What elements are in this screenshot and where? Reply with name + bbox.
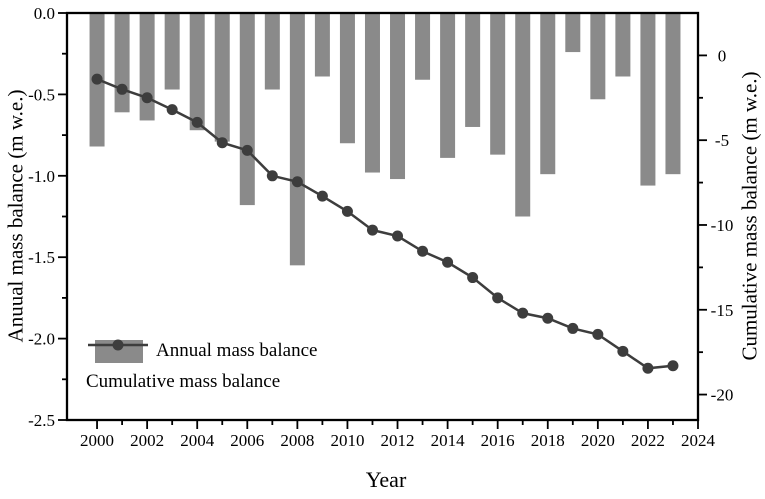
point-2023 bbox=[667, 360, 679, 372]
legend-item-cumulative: Cumulative mass balance bbox=[86, 339, 317, 395]
x-tick-label: 2018 bbox=[531, 431, 565, 450]
x-tick-label: 2012 bbox=[381, 431, 415, 450]
bar-2019 bbox=[565, 13, 581, 53]
x-tick-label: 2010 bbox=[330, 431, 364, 450]
x-tick-label: 2014 bbox=[431, 431, 466, 450]
bar-2014 bbox=[440, 13, 456, 158]
point-2011 bbox=[366, 224, 378, 236]
x-axis-title: Year bbox=[365, 467, 407, 492]
left-tick-label: -2.5 bbox=[28, 411, 55, 430]
x-tick-label: 2016 bbox=[481, 431, 515, 450]
point-2019 bbox=[567, 322, 579, 334]
point-2022 bbox=[642, 362, 654, 374]
right-tick-label: -5 bbox=[715, 131, 729, 150]
bar-2005 bbox=[214, 13, 230, 142]
bar-2004 bbox=[189, 13, 205, 131]
bar-2012 bbox=[390, 13, 406, 180]
point-2016 bbox=[492, 292, 504, 304]
point-2004 bbox=[191, 116, 203, 128]
bar-2017 bbox=[515, 13, 531, 217]
annual-bars bbox=[89, 13, 681, 266]
right-axis-title: Cumulative mass balance (m w.e.) bbox=[737, 71, 762, 361]
bar-2018 bbox=[540, 13, 556, 175]
bar-2001 bbox=[114, 13, 130, 113]
right-tick-label: -15 bbox=[711, 301, 734, 320]
point-2008 bbox=[291, 176, 303, 188]
point-2010 bbox=[341, 205, 353, 217]
right-axis-ticks: 0 -5 -10 -15 -20 bbox=[698, 46, 734, 405]
point-2006 bbox=[241, 144, 253, 156]
x-tick-label: 2024 bbox=[681, 431, 716, 450]
bar-2022 bbox=[640, 13, 656, 186]
legend-line-swatch bbox=[88, 339, 148, 351]
left-tick-label: 0.0 bbox=[34, 4, 55, 23]
bar-2023 bbox=[665, 13, 681, 175]
point-2012 bbox=[392, 230, 404, 242]
legend: Annual mass balance Cumulative mass bala… bbox=[86, 338, 317, 395]
left-axis-title: Anuual mass balance (m w.e.) bbox=[3, 89, 28, 343]
point-2018 bbox=[542, 312, 554, 324]
bar-2003 bbox=[164, 13, 180, 90]
bar-2011 bbox=[364, 13, 380, 173]
x-tick-label: 2020 bbox=[581, 431, 615, 450]
point-2014 bbox=[442, 256, 454, 268]
point-2021 bbox=[617, 345, 629, 357]
point-2020 bbox=[592, 328, 604, 340]
right-tick-label: -20 bbox=[711, 386, 734, 405]
bar-2015 bbox=[465, 13, 481, 127]
bar-2016 bbox=[490, 13, 506, 155]
left-tick-label: -1.0 bbox=[28, 167, 55, 186]
cumulative-line bbox=[96, 77, 674, 370]
bar-2020 bbox=[590, 13, 606, 100]
bar-2009 bbox=[314, 13, 330, 77]
point-2017 bbox=[517, 307, 529, 319]
point-2003 bbox=[166, 104, 178, 116]
cumulative-points bbox=[91, 73, 679, 374]
point-2007 bbox=[266, 170, 278, 182]
x-tick-label: 2002 bbox=[130, 431, 164, 450]
right-tick-label: 0 bbox=[718, 46, 727, 65]
x-tick-label: 2006 bbox=[230, 431, 264, 450]
left-tick-label: -0.5 bbox=[28, 85, 55, 104]
x-tick-label: 2008 bbox=[280, 431, 314, 450]
bar-2002 bbox=[139, 13, 155, 121]
x-tick-label: 2000 bbox=[80, 431, 114, 450]
point-2009 bbox=[316, 190, 328, 202]
left-tick-label: -2.0 bbox=[28, 330, 55, 349]
left-tick-label: -1.5 bbox=[28, 248, 55, 267]
bar-2013 bbox=[415, 13, 431, 80]
bar-2021 bbox=[615, 13, 631, 77]
point-2005 bbox=[216, 137, 228, 149]
left-axis-ticks: 0.0 -0.5 -1.0 -1.5 -2.0 -2.5 bbox=[28, 4, 67, 430]
legend-cumulative-label: Cumulative mass balance bbox=[86, 371, 281, 392]
x-axis-ticks: 2000 2002 2004 2006 2008 2010 2012 2014 2016 2018… bbox=[80, 420, 716, 450]
bar-2010 bbox=[339, 13, 355, 144]
x-tick-label: 2004 bbox=[180, 431, 215, 450]
bar-2008 bbox=[289, 13, 305, 266]
x-tick-label: 2022 bbox=[631, 431, 665, 450]
right-tick-label: -10 bbox=[711, 216, 734, 235]
legend-annual-label: Annual mass balance bbox=[156, 340, 318, 361]
point-2013 bbox=[417, 245, 429, 257]
point-2001 bbox=[116, 83, 128, 95]
point-2015 bbox=[467, 272, 479, 284]
point-2000 bbox=[91, 73, 103, 85]
point-2002 bbox=[141, 92, 153, 104]
bar-2006 bbox=[239, 13, 255, 206]
bar-2007 bbox=[264, 13, 280, 90]
